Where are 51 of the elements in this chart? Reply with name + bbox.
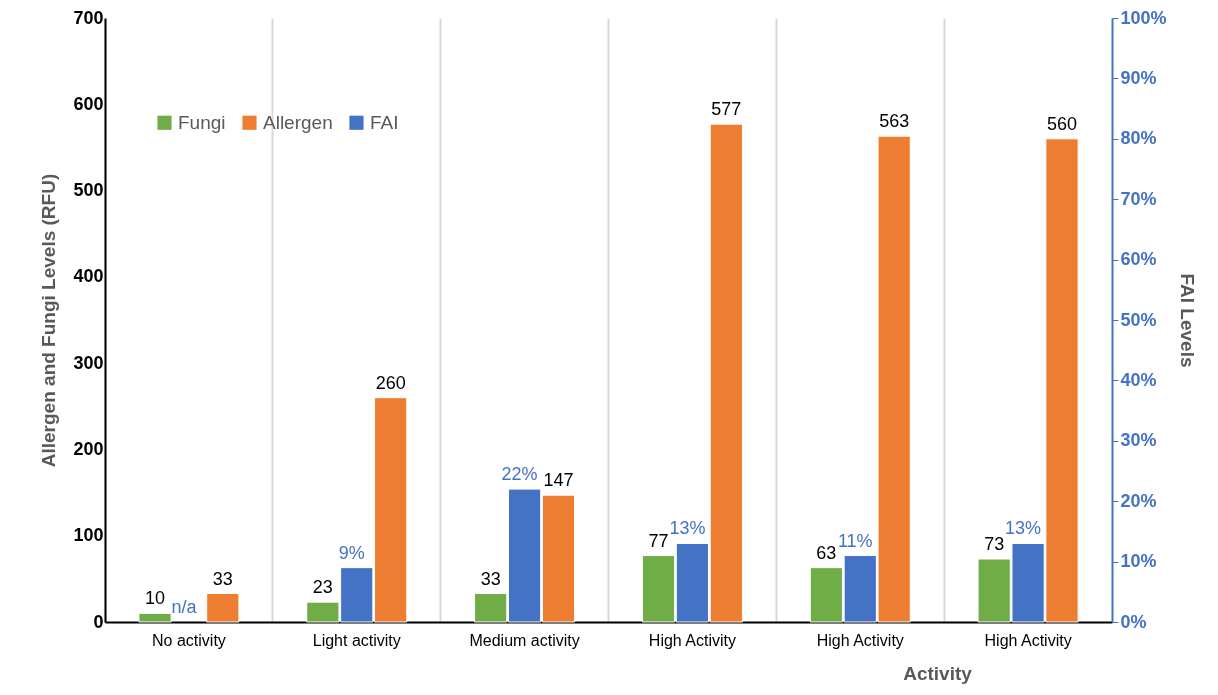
y2-tick-label: 70% (1120, 188, 1157, 209)
legend-label: Fungi (178, 111, 226, 133)
y-tick-label: 600 (73, 93, 104, 114)
y2-tick-label: 50% (1120, 309, 1157, 330)
y2-tick-label: 10% (1120, 551, 1157, 572)
bar (206, 593, 240, 623)
y-axis-title: Allergen and Fungi Levels (RFU) (38, 173, 60, 468)
x-tick-label: High Activity (816, 631, 904, 649)
y2-tick-label: 90% (1120, 67, 1157, 88)
data-label: 23 (312, 577, 333, 598)
data-label: 13% (669, 518, 706, 539)
y2-tick-label: 100% (1120, 7, 1167, 28)
legend-label: Allergen (263, 111, 333, 133)
data-label: 260 (375, 372, 406, 393)
bar (138, 612, 172, 623)
data-label: 33 (212, 568, 233, 589)
data-label: 22% (501, 464, 538, 485)
y2-axis-title: FAI Levels (1176, 273, 1198, 368)
data-label: 147 (543, 470, 574, 491)
data-label: 563 (879, 111, 910, 132)
data-label: 10 (145, 588, 166, 609)
y2-tick-label: 30% (1120, 430, 1157, 451)
data-label: 9% (338, 542, 365, 563)
x-tick-label: High Activity (984, 631, 1072, 649)
y2-tick-label: 60% (1120, 249, 1157, 270)
y-tick-label: 700 (73, 7, 104, 28)
data-label: 63 (816, 542, 837, 563)
x-tick-label: Light activity (312, 631, 401, 649)
text: n/a (171, 597, 197, 617)
x-axis-title: Activity (903, 662, 973, 684)
legend-label: FAI (370, 111, 399, 133)
y-tick-label: 200 (73, 438, 104, 459)
x-tick-label: Medium activity (469, 631, 580, 649)
y2-tick-label: 40% (1120, 369, 1157, 390)
x-tick-label: High Activity (648, 631, 736, 649)
x-tick-label: No activity (152, 631, 226, 649)
y-tick-label: 0 (93, 611, 104, 632)
data-label: 11% (837, 530, 873, 551)
y-tick-label: 500 (73, 180, 104, 201)
data-label: 13% (1005, 518, 1042, 539)
data-label: 560 (1046, 113, 1078, 134)
y-tick-label: 300 (73, 352, 104, 373)
data-label: 33 (480, 568, 501, 589)
y-tick-label: 100 (73, 525, 104, 546)
y2-tick-label: 80% (1120, 128, 1157, 149)
data-label: 77 (648, 530, 669, 551)
data-label: 73 (984, 534, 1005, 555)
y2-tick-label: 20% (1120, 490, 1157, 511)
y-tick-label: 400 (73, 266, 104, 287)
data-label: 577 (711, 99, 742, 120)
y2-tick-label: 0% (1120, 611, 1147, 632)
